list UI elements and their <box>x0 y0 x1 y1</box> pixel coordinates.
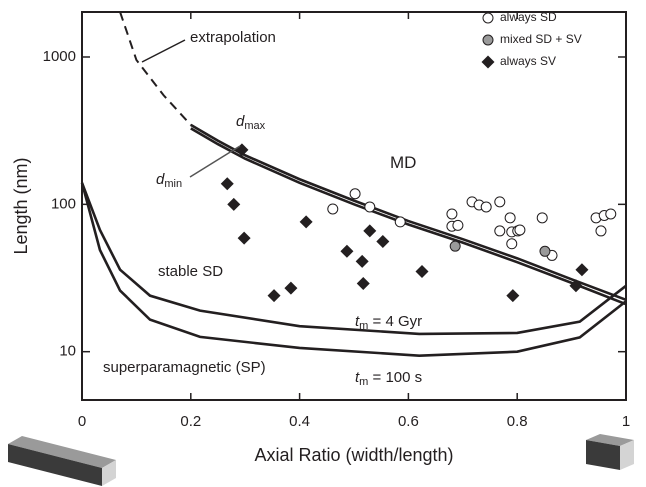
annotation-text: superparamagnetic (SP) <box>103 359 266 376</box>
annotation-subscript: max <box>244 120 265 132</box>
diamond-point <box>220 177 234 191</box>
legend-marker <box>482 34 494 46</box>
x-tick-label: 1 <box>622 413 630 430</box>
annotation-italic: d <box>156 171 165 188</box>
circle-point <box>536 212 548 224</box>
annotation-subscript: m <box>359 376 368 388</box>
leader-line <box>141 39 186 63</box>
annotation-italic: t <box>355 313 360 330</box>
diamond-point <box>415 265 429 279</box>
annotation-italic: d <box>236 113 245 130</box>
annotation-text: stable SD <box>158 263 223 280</box>
circle-point <box>605 208 617 220</box>
x-tick-label: 0.2 <box>180 413 201 430</box>
circle-point <box>539 245 551 257</box>
diamond-point <box>355 254 369 268</box>
legend-label: always SD <box>500 10 557 24</box>
circle-point <box>449 240 461 252</box>
diamond-point <box>356 277 370 291</box>
cubic-prism-icon <box>586 434 634 470</box>
annotation-italic: t <box>355 369 360 386</box>
diamond-point <box>284 281 298 295</box>
circle-point <box>595 225 607 237</box>
circle-point <box>349 188 361 200</box>
diamond-point <box>506 289 520 303</box>
x-tick-label: 0 <box>78 413 86 430</box>
curve <box>80 182 627 336</box>
y-tick-label: 1000 <box>43 48 76 65</box>
annotation-subscript: min <box>164 178 182 190</box>
circle-point <box>364 201 376 213</box>
diamond-point <box>299 215 313 229</box>
circle-point <box>327 203 339 215</box>
x-tick-label: 0.6 <box>398 413 419 430</box>
annotation: stable SD <box>158 263 223 280</box>
annotation-text: = 100 s <box>368 369 422 386</box>
annotation-text: extrapolation <box>190 29 276 46</box>
diamond-point <box>363 224 377 238</box>
diamond-point <box>376 234 390 248</box>
circle-point <box>394 216 406 228</box>
x-tick-label: 0.4 <box>289 413 310 430</box>
curve <box>80 182 627 357</box>
circle-point <box>494 225 506 237</box>
annotation: tm = 4 Gyr <box>355 313 422 332</box>
annotation: tm = 100 s <box>355 369 422 388</box>
annotation-text: MD <box>390 153 416 172</box>
circle-point <box>452 219 464 231</box>
legend-marker <box>481 55 495 69</box>
annotation: extrapolation <box>190 29 276 46</box>
leader-line <box>189 145 241 178</box>
circle-point <box>514 224 526 236</box>
x-tick-label: 0.8 <box>507 413 528 430</box>
annotation-subscript: m <box>359 320 368 332</box>
circle-point <box>504 212 516 224</box>
y-axis-label: Length (nm) <box>11 157 31 254</box>
elongated-prism-icon <box>8 436 116 486</box>
curve <box>119 11 192 126</box>
annotation: superparamagnetic (SP) <box>103 359 266 376</box>
circle-point <box>506 238 518 250</box>
diamond-point <box>267 289 281 303</box>
plot-frame <box>81 11 627 401</box>
diamond-point <box>340 244 354 258</box>
circle-point <box>446 208 458 220</box>
y-tick-label: 10 <box>59 343 76 360</box>
annotation: MD <box>390 153 416 172</box>
legend-label: mixed SD + SV <box>500 32 582 46</box>
curve <box>190 123 627 302</box>
y-tick-label: 100 <box>51 195 76 212</box>
annotation: dmax <box>236 113 266 132</box>
diamond-point <box>575 263 589 277</box>
x-axis-label: Axial Ratio (width/length) <box>254 445 453 465</box>
diamond-point <box>227 197 241 211</box>
legend-marker <box>482 12 494 24</box>
diamond-point <box>569 279 583 293</box>
legend-label: always SV <box>500 54 556 68</box>
circle-point <box>494 196 506 208</box>
annotation: dmin <box>156 171 182 190</box>
diamond-point <box>237 231 251 245</box>
circle-point <box>480 201 492 213</box>
annotation-text: = 4 Gyr <box>368 313 422 330</box>
